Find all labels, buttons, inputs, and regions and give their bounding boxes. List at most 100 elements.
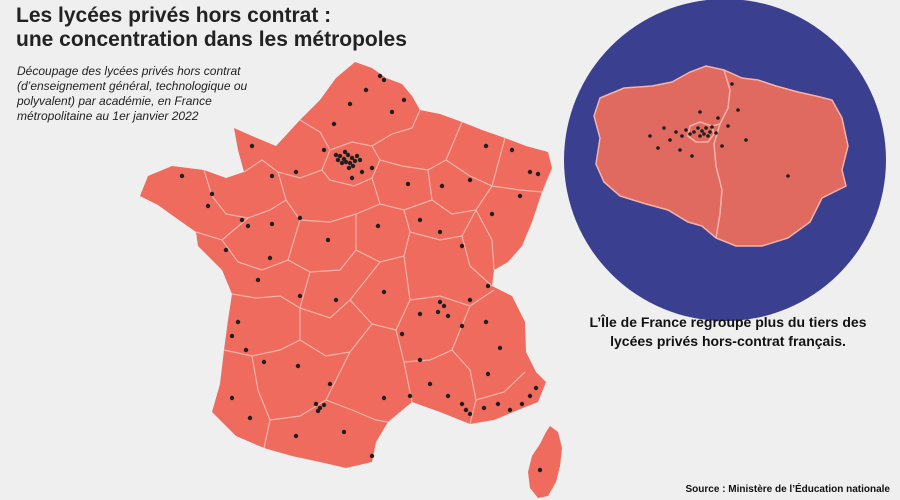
school-marker	[313, 401, 319, 407]
school-marker	[405, 181, 411, 187]
school-marker	[445, 393, 451, 399]
ile-de-france-outline	[593, 65, 849, 247]
school-marker	[381, 289, 387, 295]
source-note: Source : Ministère de l’Éducation nation…	[685, 484, 890, 495]
school-marker	[375, 223, 381, 229]
school-marker	[519, 401, 525, 407]
school-marker	[459, 323, 465, 329]
school-marker	[261, 359, 267, 365]
school-marker	[509, 147, 515, 153]
france-outline	[140, 62, 552, 468]
school-marker	[656, 146, 660, 150]
school-marker	[485, 371, 491, 377]
school-marker	[357, 157, 363, 163]
map-title: Les lycées privés hors contrat : une con…	[16, 4, 407, 52]
ile-de-france-school-markers	[648, 82, 790, 178]
school-marker	[243, 347, 249, 353]
school-marker	[714, 131, 718, 135]
school-marker	[698, 134, 702, 138]
school-marker	[648, 134, 652, 138]
school-marker	[698, 110, 702, 114]
corsica-outline	[528, 426, 562, 498]
school-marker	[533, 385, 539, 391]
school-marker	[439, 183, 445, 189]
school-marker	[249, 143, 255, 149]
school-marker	[736, 108, 740, 112]
school-marker	[702, 132, 706, 136]
school-marker	[710, 125, 714, 129]
school-marker	[331, 121, 337, 127]
map-title-line-1: Les lycées privés hors contrat :	[16, 4, 332, 27]
school-marker	[223, 247, 229, 253]
school-marker	[255, 277, 261, 283]
school-marker	[349, 175, 355, 181]
school-marker	[345, 152, 351, 158]
school-marker	[399, 331, 405, 337]
school-marker	[706, 134, 710, 138]
school-marker	[437, 229, 443, 235]
school-marker	[720, 144, 724, 148]
ile-de-france-callout: L’Île de France regroupe plus du tiers d…	[589, 314, 867, 349]
school-marker	[354, 153, 360, 159]
map-title-line-2: une concentration dans les métropoles	[16, 28, 407, 51]
school-marker	[463, 407, 469, 413]
school-marker	[245, 223, 251, 229]
school-marker	[346, 165, 352, 171]
school-marker	[343, 159, 349, 165]
school-marker	[297, 293, 303, 299]
school-marker	[327, 381, 333, 387]
school-marker	[786, 174, 790, 178]
school-marker	[333, 152, 339, 158]
school-marker	[417, 311, 423, 317]
school-marker	[690, 154, 694, 158]
school-marker	[708, 130, 712, 134]
school-marker	[481, 405, 487, 411]
school-marker	[537, 467, 543, 473]
school-marker	[269, 221, 275, 227]
school-marker	[179, 173, 185, 179]
school-marker	[209, 191, 215, 197]
school-marker	[247, 415, 253, 421]
school-marker	[441, 303, 447, 309]
school-marker	[407, 393, 413, 399]
school-marker	[483, 319, 489, 325]
school-marker	[678, 148, 682, 152]
school-marker	[239, 217, 245, 223]
school-marker	[459, 401, 465, 407]
school-marker	[744, 138, 748, 142]
school-marker	[401, 97, 407, 103]
academy-borders	[195, 109, 543, 449]
school-marker	[235, 319, 241, 325]
school-marker	[267, 255, 273, 261]
school-marker	[704, 126, 708, 130]
school-marker	[369, 453, 375, 459]
school-marker	[730, 82, 734, 86]
school-marker	[700, 129, 704, 133]
school-marker	[229, 333, 235, 339]
ile-de-france-borders	[687, 69, 731, 239]
school-marker	[293, 433, 299, 439]
france-mainland-map	[140, 62, 562, 498]
school-marker	[315, 408, 321, 414]
school-marker	[325, 237, 331, 243]
school-marker	[321, 147, 327, 153]
school-marker	[427, 381, 433, 387]
school-marker	[483, 143, 489, 149]
school-marker	[417, 217, 423, 223]
school-marker	[342, 149, 348, 155]
school-marker	[269, 173, 275, 179]
school-marker	[684, 128, 688, 132]
school-marker	[485, 283, 491, 289]
school-marker	[467, 297, 473, 303]
school-marker	[668, 138, 672, 142]
school-marker	[347, 101, 353, 107]
school-marker	[389, 109, 395, 115]
school-marker	[726, 124, 730, 128]
school-marker	[205, 203, 211, 209]
school-marker	[339, 160, 345, 166]
school-marker	[321, 402, 327, 408]
school-marker	[337, 153, 343, 159]
school-marker	[435, 309, 441, 315]
school-marker	[335, 157, 341, 163]
